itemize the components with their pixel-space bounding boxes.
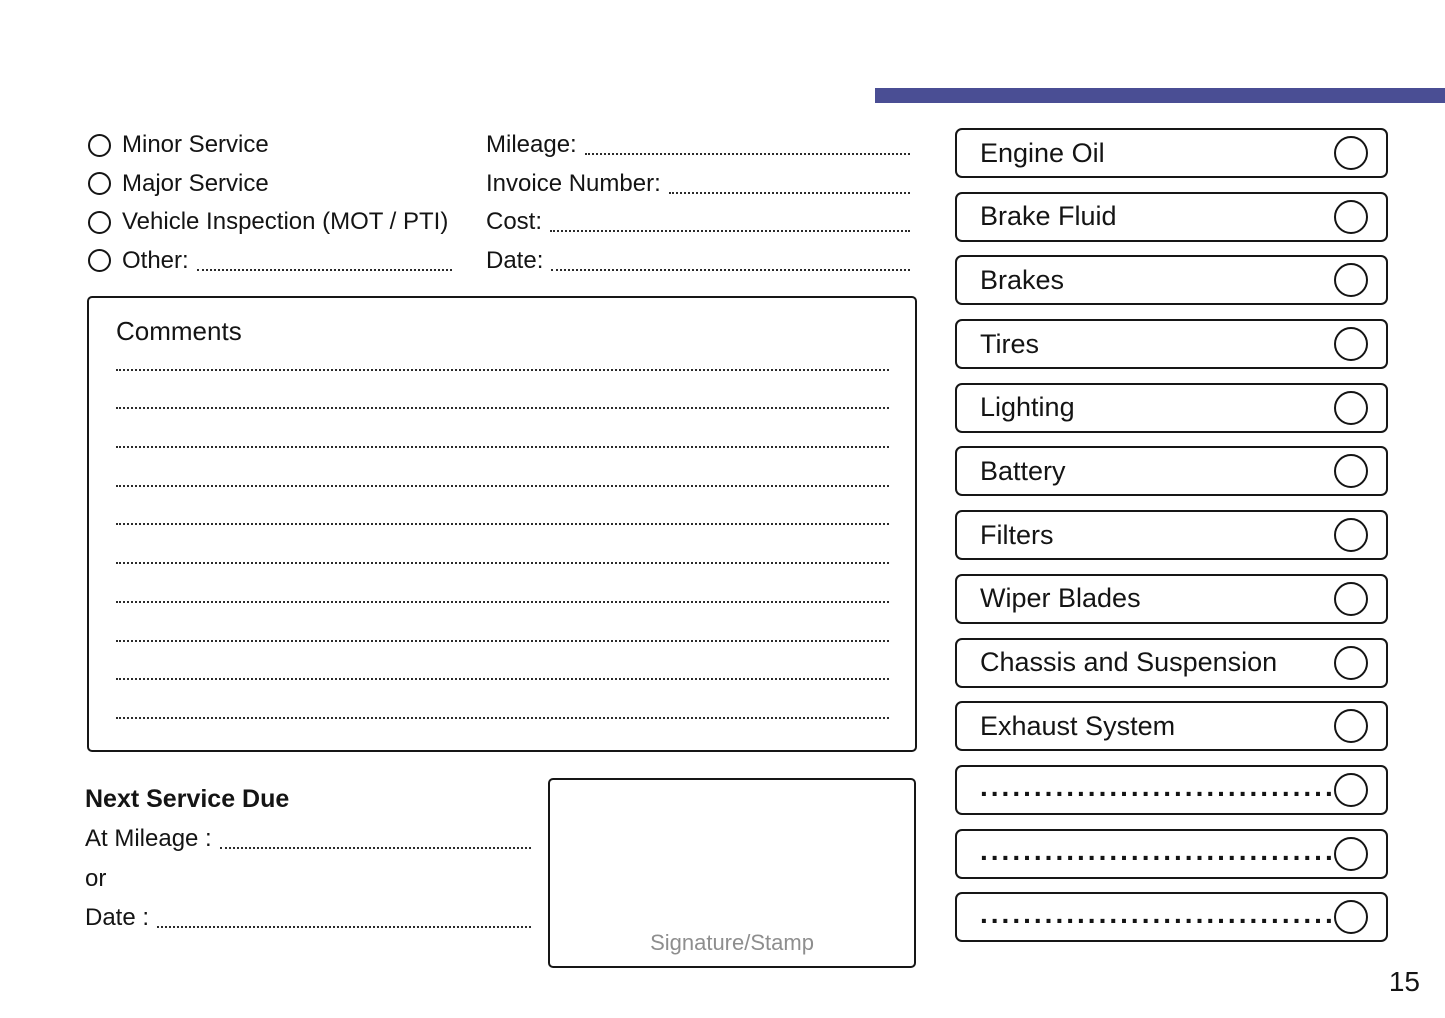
comment-fill-line[interactable] — [116, 564, 889, 603]
service-type-list: Minor Service Major Service Vehicle Inspec… — [88, 126, 488, 280]
check-circle-icon[interactable] — [1334, 263, 1368, 298]
service-type-option[interactable]: Other: — [88, 242, 488, 281]
service-type-label: Other: — [122, 246, 189, 274]
checklist-item-label: Tires — [980, 328, 1039, 359]
checklist-blank-fill-line[interactable]: ........................................ — [980, 770, 1334, 802]
field-label: Mileage: — [486, 131, 577, 159]
other-fill-line[interactable] — [196, 268, 452, 271]
checklist-item[interactable]: Wiper Blades — [955, 573, 1388, 624]
page-number: 15 — [1388, 966, 1420, 997]
radio-circle-icon[interactable] — [88, 172, 111, 196]
field-label: Cost: — [486, 208, 543, 236]
checklist-item[interactable]: Filters — [955, 510, 1388, 561]
field-row: Invoice Number: — [486, 165, 910, 204]
at-mileage-label: At Mileage : — [85, 825, 212, 853]
field-fill-line[interactable] — [668, 191, 910, 194]
comment-fill-line[interactable] — [116, 332, 889, 371]
checklist-item-label: Battery — [980, 455, 1066, 486]
checklist-item[interactable]: Tires — [955, 319, 1388, 370]
checklist-item[interactable]: Brakes — [955, 255, 1388, 306]
radio-circle-icon[interactable] — [88, 133, 111, 157]
at-mileage-fill-line[interactable] — [219, 847, 531, 850]
checklist-item[interactable]: ........................................ — [955, 764, 1388, 815]
comment-fill-line[interactable] — [116, 642, 889, 681]
checklist-item-label: Lighting — [980, 392, 1075, 423]
checklist-item[interactable]: Brake Fluid — [955, 191, 1388, 242]
radio-circle-icon[interactable] — [88, 249, 111, 273]
field-list: Mileage: Invoice Number: Cost: Date: — [486, 126, 910, 280]
service-type-label: Vehicle Inspection (MOT / PTI) — [122, 208, 449, 236]
checklist-item[interactable]: ........................................ — [955, 828, 1388, 879]
signature-stamp-label: Signature/Stamp — [650, 930, 814, 955]
field-label: Invoice Number: — [486, 169, 661, 197]
check-circle-icon[interactable] — [1334, 581, 1368, 616]
next-service-mileage-row: At Mileage : — [85, 820, 531, 860]
field-fill-line[interactable] — [584, 153, 910, 156]
checklist-item-label: Brakes — [980, 264, 1065, 295]
check-circle-icon[interactable] — [1334, 518, 1368, 553]
checklist-item-label: Brake Fluid — [980, 201, 1117, 232]
comment-fill-line[interactable] — [116, 487, 889, 526]
next-date-label: Date : — [85, 904, 150, 932]
check-circle-icon[interactable] — [1334, 199, 1368, 234]
checklist-item[interactable]: Exhaust System — [955, 701, 1388, 752]
check-circle-icon[interactable] — [1334, 900, 1368, 935]
check-circle-icon[interactable] — [1334, 709, 1368, 744]
check-circle-icon[interactable] — [1334, 454, 1368, 489]
comment-fill-line[interactable] — [116, 409, 889, 449]
checklist-item[interactable]: Battery — [955, 446, 1388, 497]
service-type-label: Minor Service — [122, 131, 269, 159]
check-circle-icon[interactable] — [1334, 645, 1368, 680]
service-type-option[interactable]: Major Service — [88, 165, 488, 204]
radio-circle-icon[interactable] — [88, 210, 111, 234]
next-service-title: Next Service Due — [85, 785, 290, 814]
service-type-option[interactable]: Vehicle Inspection (MOT / PTI) — [88, 203, 488, 242]
comments-lines — [116, 332, 889, 719]
comment-fill-line[interactable] — [116, 680, 889, 719]
accent-bar — [875, 88, 1445, 103]
checklist-item[interactable]: Lighting — [955, 382, 1388, 433]
field-label: Date: — [486, 246, 544, 274]
comment-fill-line[interactable] — [116, 448, 889, 487]
checklist-item[interactable]: Chassis and Suspension — [955, 637, 1388, 688]
next-service-date-row: Date : — [85, 899, 531, 939]
field-row: Mileage: — [486, 126, 910, 165]
checklist: Engine Oil Brake Fluid Brakes Tires Lighting… — [955, 128, 1388, 956]
checklist-item-label: Exhaust System — [980, 710, 1176, 741]
check-circle-icon[interactable] — [1334, 772, 1368, 807]
checklist-item-label: Filters — [980, 519, 1054, 550]
comment-fill-line[interactable] — [116, 525, 889, 565]
check-circle-icon[interactable] — [1334, 136, 1368, 170]
checklist-item-label: Engine Oil — [980, 137, 1105, 168]
next-service-section: Next Service Due At Mileage : or Date : — [85, 780, 531, 938]
check-circle-icon[interactable] — [1334, 390, 1368, 425]
signature-stamp-box[interactable]: Signature/Stamp — [548, 778, 916, 968]
check-circle-icon[interactable] — [1334, 327, 1368, 362]
field-row: Date: — [486, 242, 910, 281]
checklist-item[interactable]: ........................................ — [955, 892, 1388, 943]
next-date-fill-line[interactable] — [157, 926, 531, 929]
comments-box[interactable]: Comments — [87, 296, 917, 752]
service-type-label: Major Service — [122, 169, 269, 197]
comments-title: Comments — [116, 316, 242, 346]
checklist-item-label: Wiper Blades — [980, 583, 1141, 614]
checklist-blank-fill-line[interactable]: ........................................ — [980, 898, 1334, 930]
field-fill-line[interactable] — [550, 230, 910, 233]
service-type-option[interactable]: Minor Service — [88, 126, 488, 165]
checklist-blank-fill-line[interactable]: ........................................ — [980, 834, 1334, 866]
field-fill-line[interactable] — [551, 268, 910, 271]
check-circle-icon[interactable] — [1334, 836, 1368, 871]
next-service-or-row: or — [85, 859, 531, 899]
comment-fill-line[interactable] — [116, 371, 889, 410]
checklist-item[interactable]: Engine Oil — [955, 128, 1388, 178]
comment-fill-line[interactable] — [116, 603, 889, 642]
or-label: or — [85, 864, 107, 892]
checklist-item-label: Chassis and Suspension — [980, 647, 1278, 677]
field-row: Cost: — [486, 203, 910, 242]
